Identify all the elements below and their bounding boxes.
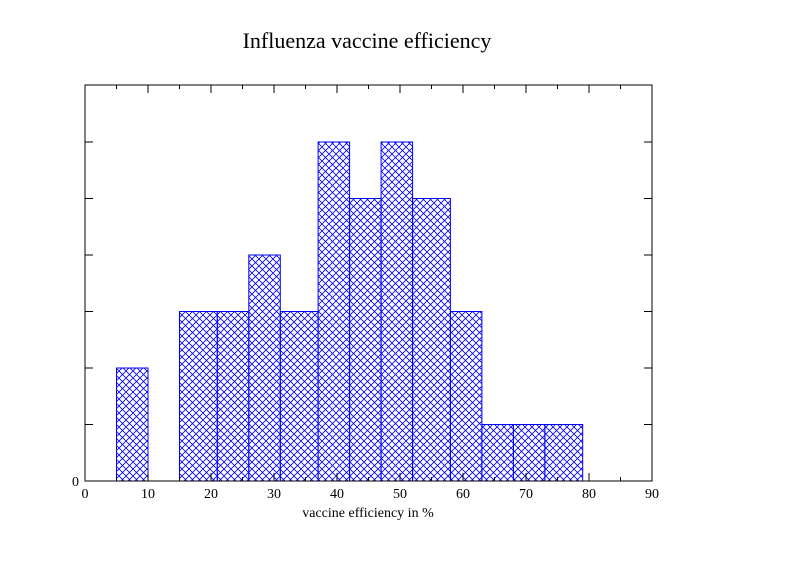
histogram-bar-3 <box>216 311 250 482</box>
histogram-bar-6 <box>317 141 351 482</box>
histogram-bar-9 <box>412 198 451 482</box>
x-tick-label-5: 50 <box>393 487 407 502</box>
x-tick-label-2: 20 <box>204 487 218 502</box>
histogram-bar-7 <box>349 198 382 482</box>
histogram-bar-11 <box>481 424 514 482</box>
histogram-bar-5 <box>279 311 319 482</box>
x-tick-label-3: 30 <box>267 487 281 502</box>
x-tick-label-1: 10 <box>141 487 155 502</box>
histogram-bar-0 <box>116 367 149 482</box>
y-tick-label-0: 0 <box>72 475 79 490</box>
x-tick-label-7: 70 <box>519 487 533 502</box>
histogram-bar-8 <box>380 141 414 482</box>
x-tick-label-6: 60 <box>456 487 470 502</box>
x-tick-label-8: 80 <box>582 487 596 502</box>
x-axis-label: vaccine efficiency in % <box>302 506 434 521</box>
bars-group <box>116 141 584 482</box>
x-tick-label-4: 40 <box>330 487 344 502</box>
histogram-bar-4 <box>248 254 281 482</box>
histogram-bar-2 <box>179 311 218 482</box>
x-tick-label-0: 0 <box>82 487 89 502</box>
ticks-group: 0 10 20 30 40 50 60 70 80 90 <box>82 85 659 502</box>
histogram-bar-10 <box>449 311 483 482</box>
histogram-bar-12 <box>512 424 546 482</box>
chart-title: Influenza vaccine efficiency <box>243 28 492 53</box>
x-tick-label-9: 90 <box>645 487 659 502</box>
histogram-bar-13 <box>544 424 584 482</box>
